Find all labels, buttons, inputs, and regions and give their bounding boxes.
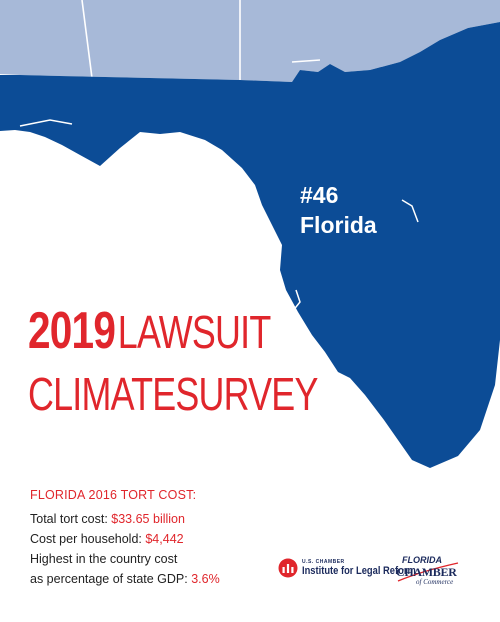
- florida-chamber-swoosh-icon: [397, 562, 459, 582]
- tort-cost-stats: FLORIDA 2016 TORT COST: Total tort cost:…: [30, 488, 220, 589]
- ilr-logo-name: Institute for Legal Reform: [302, 565, 416, 577]
- total-tort-cost-label: Total tort cost:: [30, 512, 112, 526]
- headline-word-climate: CLIMATE: [28, 368, 176, 420]
- headline-year: 2019: [28, 302, 116, 360]
- cost-per-household-value: $4,442: [145, 532, 184, 546]
- state-rank-label: #46 Florida: [300, 180, 377, 240]
- florida-chamber-line-2: CHAMBER: [396, 565, 457, 579]
- headline-word-lawsuit: LAWSUIT: [117, 306, 271, 358]
- cost-per-household-row: Cost per household: $4,442: [30, 529, 220, 549]
- state-borders: [81, 0, 321, 80]
- florida-chamber-line-3: of Commerce: [416, 578, 454, 586]
- neighbor-states: [0, 0, 500, 82]
- florida-shape: [0, 22, 500, 468]
- ilr-logo-small-text: U.S. CHAMBER: [302, 559, 345, 565]
- ilr-logo-text: U.S. CHAMBER Institute for Legal Reform: [302, 559, 436, 577]
- cost-per-household-label: Cost per household:: [30, 532, 146, 546]
- headline: 2019 LAWSUIT CLIMATESURVEY: [28, 305, 318, 431]
- highest-cost-line-1: Highest in the country cost: [30, 552, 178, 566]
- florida-chamber-line-1: FLORIDA: [402, 555, 442, 565]
- stats-heading: FLORIDA 2016 TORT COST:: [30, 488, 197, 502]
- total-tort-cost-row: Total tort cost: $33.65 billion: [30, 509, 220, 529]
- headline-word-survey: SURVEY: [175, 368, 318, 420]
- highest-cost-line-2: as percentage of state GDP: 3.6%: [30, 569, 220, 589]
- coastline-detail: [19, 119, 419, 313]
- gdp-value: 3.6%: [191, 572, 220, 586]
- gdp-label: as percentage of state GDP:: [30, 572, 192, 586]
- headline-line-1: 2019 LAWSUIT: [28, 305, 318, 369]
- florida-chamber-logo: FLORIDA CHAMBER of Commerce: [392, 551, 464, 591]
- ilr-emblem-icon: [278, 558, 298, 578]
- rank-number: #46: [300, 182, 339, 208]
- headline-line-2: CLIMATESURVEY: [28, 369, 318, 431]
- ilr-logo: U.S. CHAMBER Institute for Legal Reform: [278, 558, 436, 578]
- total-tort-cost-value: $33.65 billion: [111, 512, 185, 526]
- state-name: Florida: [300, 212, 377, 238]
